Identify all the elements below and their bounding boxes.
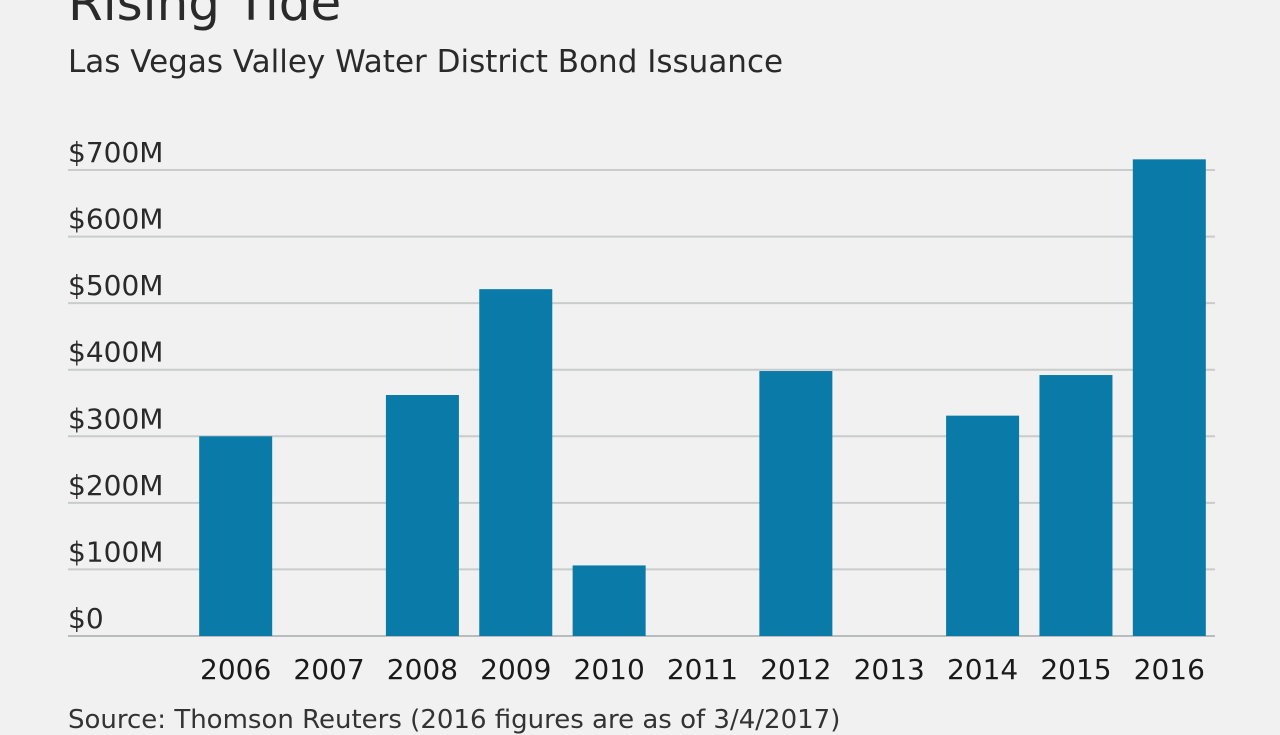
x-tick-label: 2011	[667, 653, 738, 686]
y-tick-label: $400M	[68, 336, 163, 369]
x-tick-label: 2008	[387, 653, 458, 686]
bar-2014	[946, 415, 1020, 636]
y-tick-label: $700M	[68, 136, 163, 169]
y-tick-label: $0	[68, 602, 104, 635]
y-tick-label: $100M	[68, 535, 163, 568]
x-tick-label: 2006	[200, 653, 271, 686]
bar-2012	[759, 371, 833, 636]
bar-2016	[1132, 159, 1206, 636]
x-tick-label: 2013	[854, 653, 925, 686]
bars	[199, 159, 1206, 636]
bar-2015	[1039, 375, 1113, 636]
x-tick-label: 2014	[947, 653, 1018, 686]
bar-2010	[572, 565, 646, 636]
y-axis-ticks: $0 $100M $200M $300M $400M $500M $600M $700M	[68, 136, 163, 635]
bar-2009	[479, 289, 553, 636]
source-note: Source: Thomson Reuters (2016 figures ar…	[68, 705, 841, 735]
gridlines	[68, 169, 1215, 637]
bar-2008	[385, 395, 459, 636]
y-tick-label: $500M	[68, 269, 163, 302]
x-tick-label: 2016	[1134, 653, 1205, 686]
y-tick-label: $300M	[68, 402, 163, 435]
x-tick-label: 2012	[760, 653, 831, 686]
chart-subtitle: Las Vegas Valley Water District Bond Iss…	[68, 44, 784, 80]
x-tick-label: 2009	[480, 653, 551, 686]
x-tick-label: 2015	[1040, 653, 1111, 686]
bar-2006	[199, 436, 273, 636]
y-tick-label: $200M	[68, 469, 163, 502]
chart-title: Rising Tide	[68, 0, 342, 32]
x-tick-label: 2010	[574, 653, 645, 686]
x-tick-label: 2007	[293, 653, 364, 686]
x-axis-ticks: 2006 2007 2008 2009 2010 2011 2012 2013 2014 2015…	[200, 653, 1205, 686]
bar-chart: $0 $100M $200M $300M $400M $500M $600M $700M 20…	[68, 136, 1215, 686]
y-tick-label: $600M	[68, 203, 163, 236]
